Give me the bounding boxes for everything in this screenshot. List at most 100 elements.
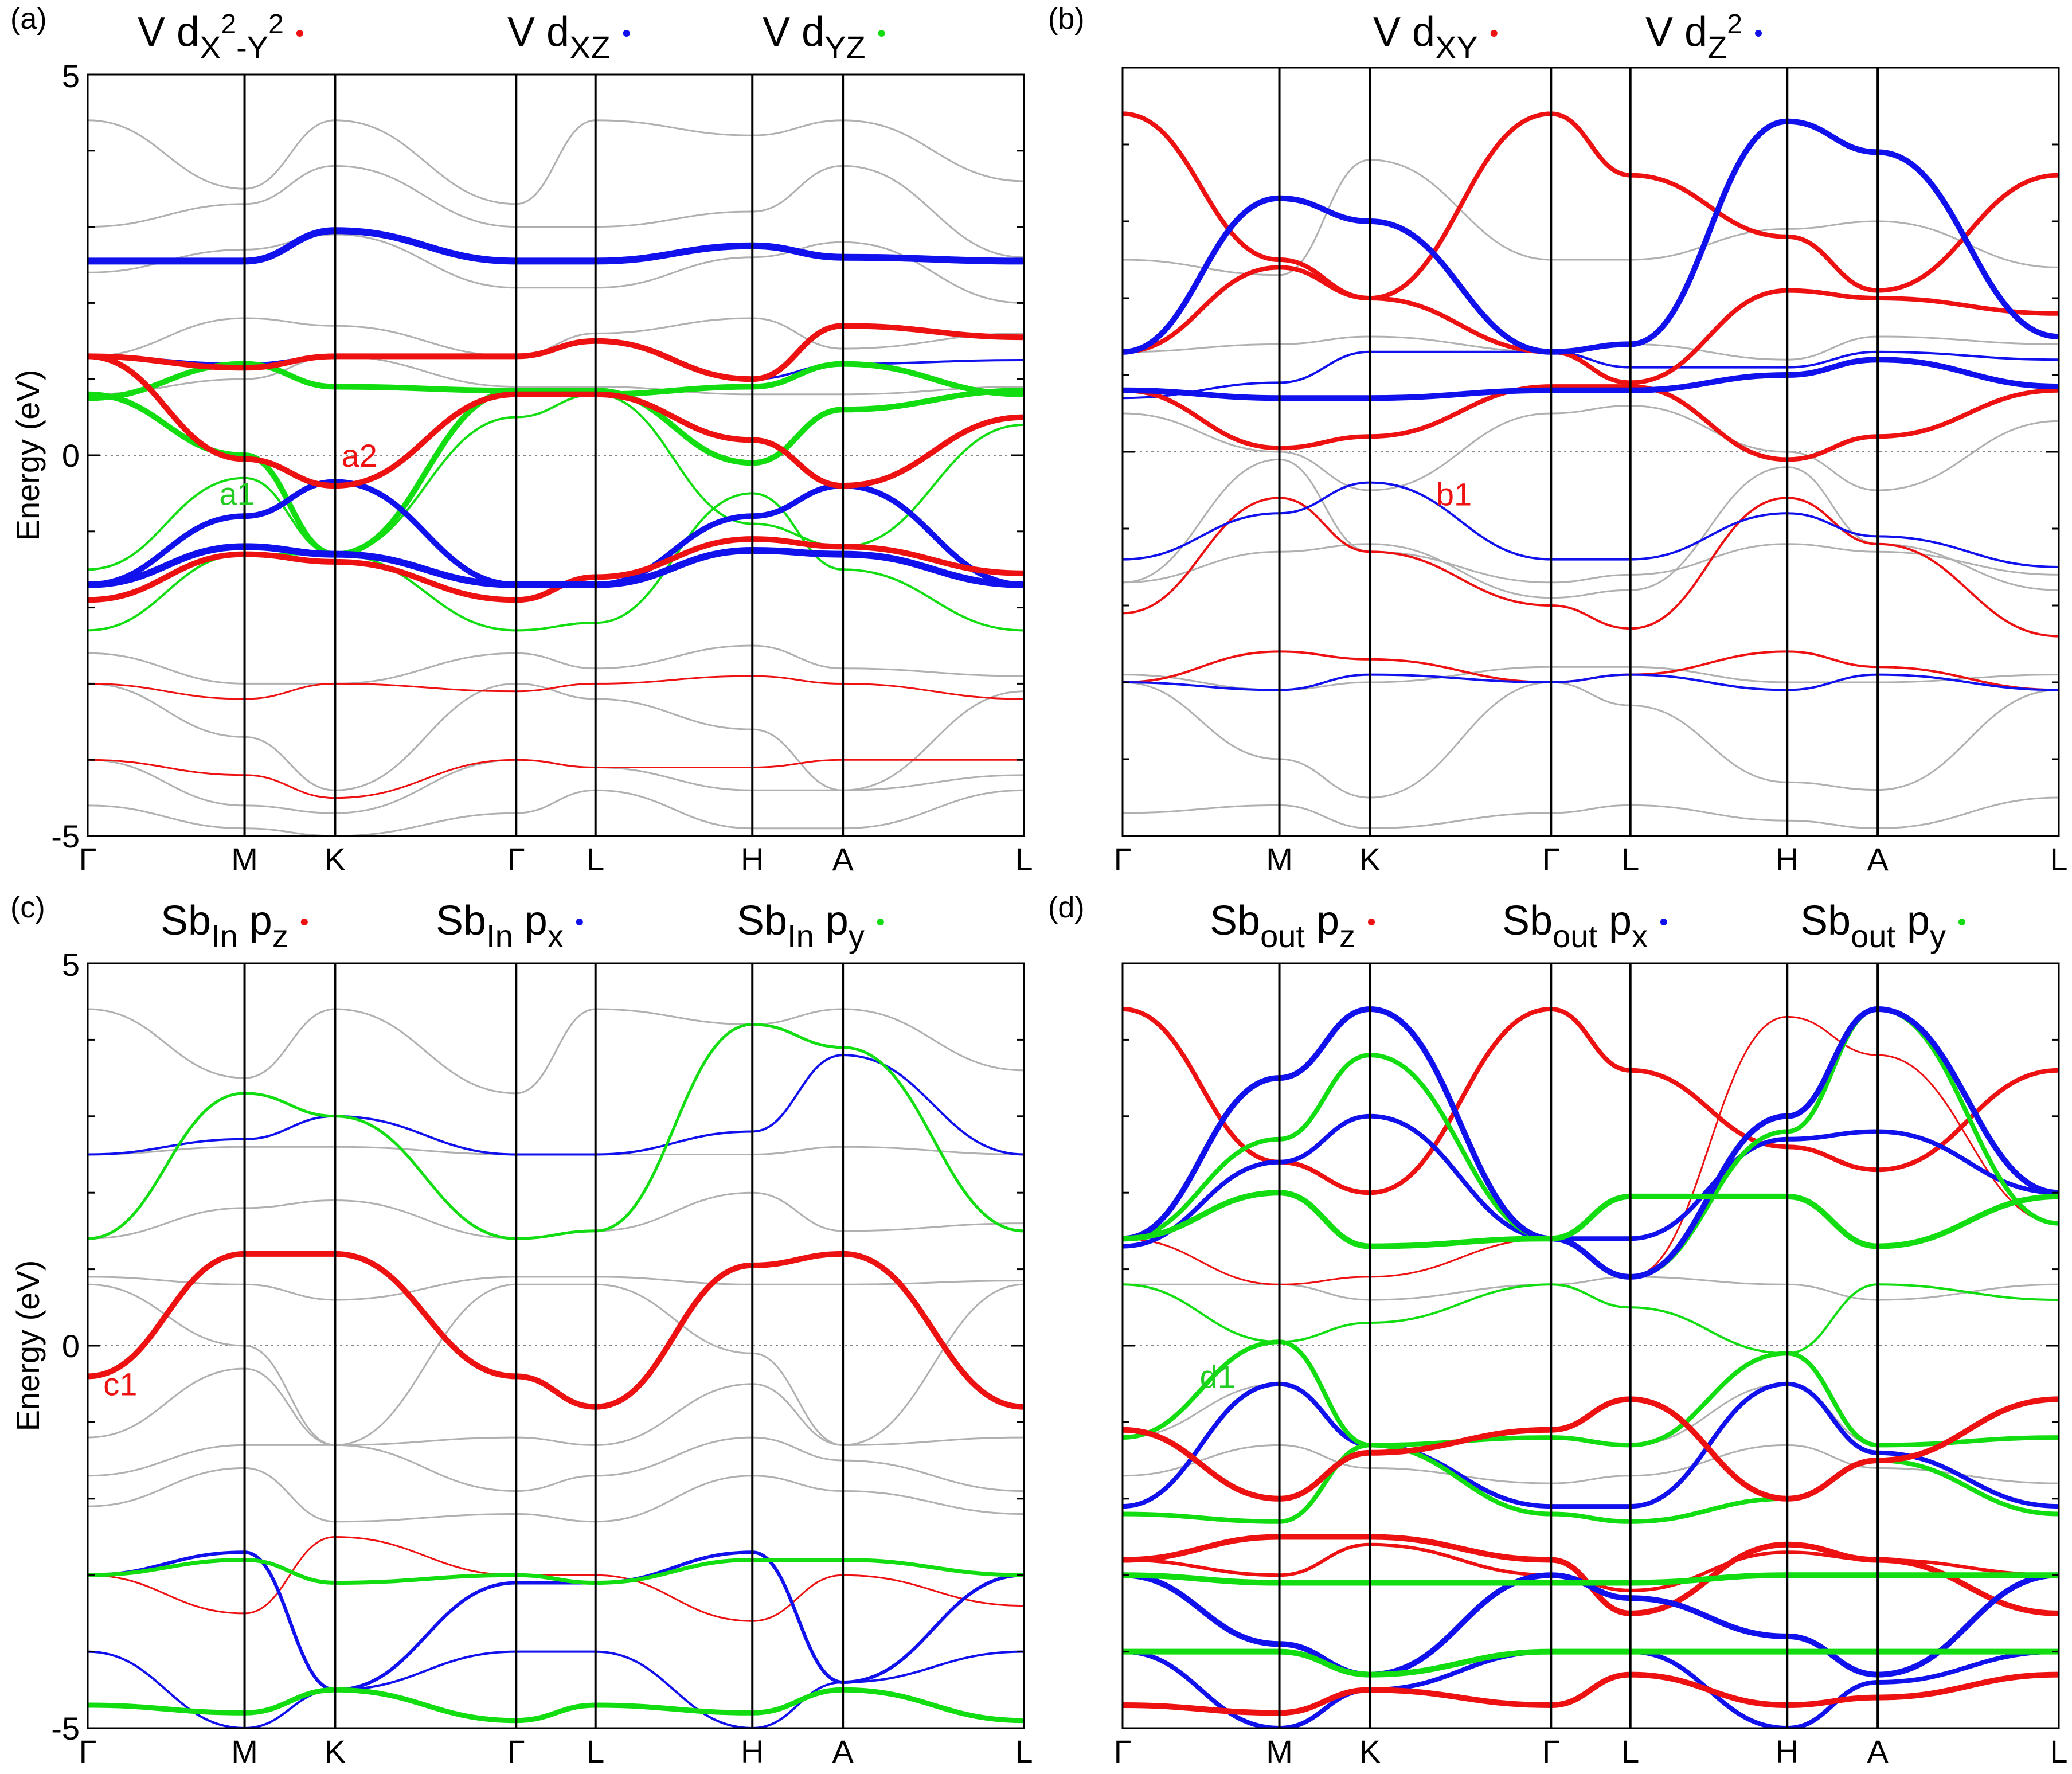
legend-tail: p — [814, 898, 849, 944]
x-tick-label: Γ — [79, 841, 97, 877]
legend-entry: SbIn py — [737, 898, 865, 954]
x-tick-label: M — [1266, 1733, 1293, 1769]
legend-tail: p — [1305, 898, 1339, 944]
x-tick-label: Γ — [1114, 841, 1132, 877]
band-grey — [88, 759, 1024, 814]
x-tick-label: Γ — [507, 1733, 525, 1769]
band-v-dx2-y2 — [88, 323, 1024, 382]
band-sb-in-px — [88, 1550, 1024, 1692]
x-tick-label: Γ — [507, 841, 525, 877]
band-v-dxz — [88, 227, 1024, 265]
legend-subscript: z — [272, 918, 288, 954]
legend-entry: V dXZ — [507, 9, 611, 65]
y-axis-label: Energy (eV) — [10, 1260, 46, 1432]
legend-base: V d — [507, 9, 569, 55]
band-grey — [88, 1276, 1024, 1301]
legend-base: V d — [1645, 9, 1707, 55]
legend-marker — [877, 919, 884, 925]
band-grey — [1123, 681, 2059, 799]
x-tick-label: Γ — [1542, 841, 1560, 877]
band-grey — [88, 789, 1024, 836]
band-grey — [88, 1367, 1024, 1446]
panel-label: (b) — [1048, 2, 1085, 36]
x-tick-label: L — [587, 841, 604, 877]
legend-tail: p — [1597, 898, 1632, 944]
band-annotation: a1 — [219, 475, 255, 511]
band-grey — [1123, 796, 2059, 830]
x-tick-label: H — [1776, 841, 1799, 877]
x-tick-label: A — [1867, 1733, 1889, 1769]
legend-entry: SbIn px — [436, 898, 564, 954]
band-grey — [1123, 458, 2059, 584]
x-tick-label: M — [1266, 841, 1293, 877]
y-tick-label: 5 — [62, 947, 80, 983]
x-tick-label: H — [741, 1733, 764, 1769]
band-sb-in-py — [88, 1687, 1024, 1724]
legend-subscript: out — [1260, 918, 1305, 954]
legend-marker — [576, 919, 583, 925]
legend-tail: p — [1895, 898, 1930, 944]
x-tick-label: A — [832, 841, 854, 877]
legend-subscript: x — [1632, 918, 1648, 954]
legend-base: Sb — [1800, 898, 1851, 944]
y-tick-label: 0 — [62, 437, 80, 474]
legend-base: Sb — [1210, 898, 1260, 944]
band-grey — [88, 1283, 1024, 1446]
legend-marker — [1958, 919, 1965, 925]
band-v-dx2-y2 — [88, 759, 1024, 799]
panel-label: (a) — [10, 2, 47, 36]
legend-entry: V dX2-Y2 — [138, 9, 284, 65]
x-tick-label: L — [1621, 841, 1639, 877]
band-sb-out-pz — [1123, 1396, 2059, 1502]
band-annotation: d1 — [1200, 1358, 1236, 1394]
legend-subscript: z — [1339, 918, 1355, 954]
band-sb-in-px — [88, 1054, 1024, 1156]
y-tick-label: 0 — [62, 1328, 80, 1364]
x-tick-label: M — [231, 1733, 258, 1769]
x-tick-label: L — [1015, 841, 1033, 877]
band-sb-out-px — [1123, 1113, 2059, 1249]
legend-entry: V dYZ — [763, 9, 866, 65]
x-tick-label: L — [1621, 1733, 1639, 1769]
legend-tail: p — [238, 898, 272, 944]
x-tick-label: K — [1359, 841, 1381, 877]
legend-subscript: out — [1553, 918, 1597, 954]
legend-base: Sb — [436, 898, 486, 944]
legend-subscript: Z — [1707, 29, 1727, 65]
legend-subscript: YZ — [824, 29, 866, 65]
x-tick-label: H — [1776, 1733, 1799, 1769]
band-sb-in-py — [88, 1557, 1024, 1585]
legend-superscript: 2 — [221, 9, 236, 40]
legend-entry: V dXY — [1373, 9, 1478, 65]
x-tick-label: A — [1867, 841, 1889, 877]
legend-marker — [1660, 919, 1667, 925]
band-v-dz2 — [1123, 481, 2059, 568]
x-tick-label: K — [325, 1733, 346, 1769]
x-tick-label: Γ — [79, 1733, 97, 1769]
legend-base: Sb — [161, 898, 211, 944]
band-sb-out-py — [1123, 1339, 2059, 1448]
legend-base: V d — [763, 9, 824, 55]
legend-subscript: In — [787, 918, 814, 954]
legend-subscript: XY — [1435, 29, 1478, 65]
legend-superscript: 2 — [268, 9, 284, 40]
x-tick-label: A — [832, 1733, 854, 1769]
x-tick-label: L — [1015, 1733, 1033, 1769]
x-tick-label: L — [2050, 841, 2067, 877]
x-tick-label: H — [741, 841, 764, 877]
bands-group — [88, 1008, 1024, 1728]
legend-subscript: In — [486, 918, 513, 954]
legend-base: V d — [138, 9, 200, 55]
band-annotation: a2 — [342, 437, 377, 474]
band-grey — [88, 119, 1024, 205]
band-sb-in-px — [88, 1650, 1024, 1728]
band-grey — [88, 644, 1024, 685]
legend-entry: SbIn pz — [161, 898, 288, 954]
x-tick-label: K — [325, 841, 346, 877]
legend-subscript: y — [849, 918, 865, 954]
legend-superscript: 2 — [1727, 9, 1742, 40]
band-v-dyz — [88, 492, 1024, 632]
